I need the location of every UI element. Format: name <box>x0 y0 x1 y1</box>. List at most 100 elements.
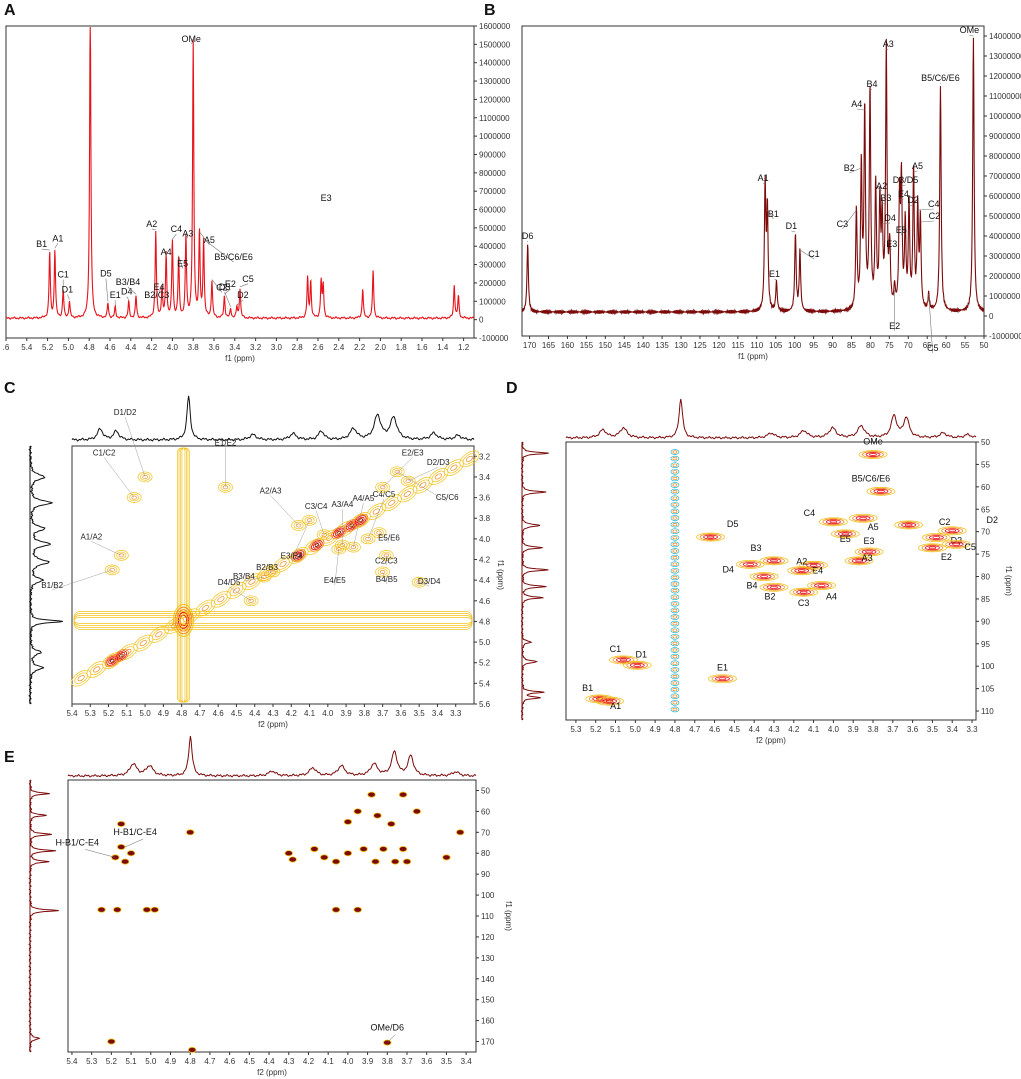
diagonal-peak <box>356 516 365 524</box>
x-tick-label: 3.4 <box>432 709 444 718</box>
cross-peak <box>109 567 115 572</box>
x-tick-label: 4.2 <box>146 343 158 352</box>
peak-label: D1 <box>62 285 74 295</box>
peak-label: C4 <box>928 199 940 209</box>
y-tick-label: 90 <box>481 870 490 879</box>
diagonal-contour <box>372 508 380 515</box>
x-tick-label: 1.8 <box>396 343 408 352</box>
y-tick-label: 100 <box>981 662 995 671</box>
diagonal-peak <box>354 515 367 526</box>
x-tick-label: 4.0 <box>167 343 179 352</box>
cross-peak <box>706 535 715 539</box>
water-artifact <box>672 674 678 679</box>
water-band-horizontal <box>73 615 473 626</box>
water-artifact <box>672 555 678 560</box>
cross-peak <box>403 477 414 485</box>
x-tick-label: 4.8 <box>84 343 96 352</box>
water-artifact <box>670 640 680 647</box>
cross-peak <box>186 829 195 836</box>
cross-peak <box>291 520 306 531</box>
cross-peak <box>759 556 789 566</box>
cross-peak <box>365 536 371 541</box>
peak-label: B1 <box>36 239 47 249</box>
cross-peak <box>373 529 385 537</box>
cross-peak <box>142 906 152 913</box>
x-tick-label: 90 <box>828 341 837 350</box>
peak-label: D2 <box>237 290 249 300</box>
cross-peak <box>797 569 806 573</box>
y-tick-label: -1000000 <box>989 332 1021 341</box>
y-tick-label: 800000 <box>479 169 506 178</box>
water-artifact <box>672 503 678 507</box>
x-tick-label: 4.9 <box>650 725 662 734</box>
cross-peak <box>708 674 737 684</box>
water-artifact <box>672 694 678 698</box>
cross-peak <box>107 566 118 574</box>
x-tick-label: 60 <box>942 341 951 350</box>
peak-label: A5 <box>204 235 215 245</box>
diagonal-peak <box>336 530 341 535</box>
peak-leader <box>762 182 766 185</box>
cross-peak-label: OMe <box>863 437 883 447</box>
cross-peak <box>735 560 765 569</box>
x-tick-label: 3.6 <box>907 725 919 734</box>
x-tick-label: 3.4 <box>461 1057 473 1066</box>
water-artifact <box>670 600 680 607</box>
water-artifact <box>670 699 680 706</box>
peak-label: B5/C6/E6 <box>921 73 960 83</box>
water-artifact <box>672 654 678 659</box>
cross-peak-label: E4/E5 <box>324 576 346 585</box>
peak-leader <box>849 167 862 174</box>
diagonal-contour <box>248 578 256 585</box>
cross-peak <box>844 556 874 566</box>
diagonal-contour <box>388 499 396 506</box>
x-tick-label: 5.2 <box>42 343 54 352</box>
cross-peak-label: C4 <box>804 508 816 518</box>
peak-label: A4 <box>161 247 172 257</box>
x-tick-label: 4.0 <box>322 709 334 718</box>
x-tick-label: 130 <box>674 341 688 350</box>
cross-peak <box>243 595 259 607</box>
cross-peak-leader <box>367 498 385 539</box>
cross-peak <box>442 854 451 861</box>
water-artifact <box>672 641 678 646</box>
x-tick-label: 3.7 <box>887 725 899 734</box>
cross-peak-label: C1/C2 <box>93 449 116 458</box>
cross-peak-label: A3 <box>862 553 873 563</box>
y-tick-label: 1400000 <box>479 59 511 68</box>
cross-peak <box>841 532 850 536</box>
water-artifact <box>670 495 680 502</box>
cross-peak <box>829 520 838 524</box>
water-artifact <box>670 521 680 528</box>
x-tick-label: 80 <box>866 341 875 350</box>
diagonal-peak <box>108 657 117 665</box>
x-tick-label: 3.6 <box>208 343 220 352</box>
diagonal-peak <box>110 658 115 663</box>
cross-peak-label: D1 <box>636 649 648 659</box>
x-tick-label: 4.0 <box>828 725 840 734</box>
cross-peak <box>790 567 813 575</box>
peak-label: A1 <box>758 173 769 183</box>
cross-peak <box>129 493 140 502</box>
peak-leader <box>969 34 974 37</box>
cross-peak <box>605 699 614 703</box>
y-tick-label: 1200000 <box>479 95 511 104</box>
x-tick-label: 3.5 <box>927 725 939 734</box>
annotation-leader <box>387 1034 396 1043</box>
diagonal-peak <box>106 655 118 666</box>
cross-peak <box>379 569 386 574</box>
water-band-horizontal <box>73 617 473 624</box>
cross-peak-label: E2 <box>941 552 952 562</box>
y-tick-label: 5000000 <box>989 212 1021 221</box>
cross-peak <box>375 481 390 493</box>
x-tick-label: 3.9 <box>848 725 860 734</box>
diagonal-contour <box>428 468 449 485</box>
y-tick-label: 500000 <box>479 224 506 233</box>
water-artifact <box>670 534 680 541</box>
cross-peak <box>746 563 755 566</box>
cross-peak <box>113 906 122 913</box>
x-tick-label: 85 <box>847 341 856 350</box>
cross-peak-label: C5 <box>964 542 976 552</box>
cross-peak <box>258 573 269 581</box>
